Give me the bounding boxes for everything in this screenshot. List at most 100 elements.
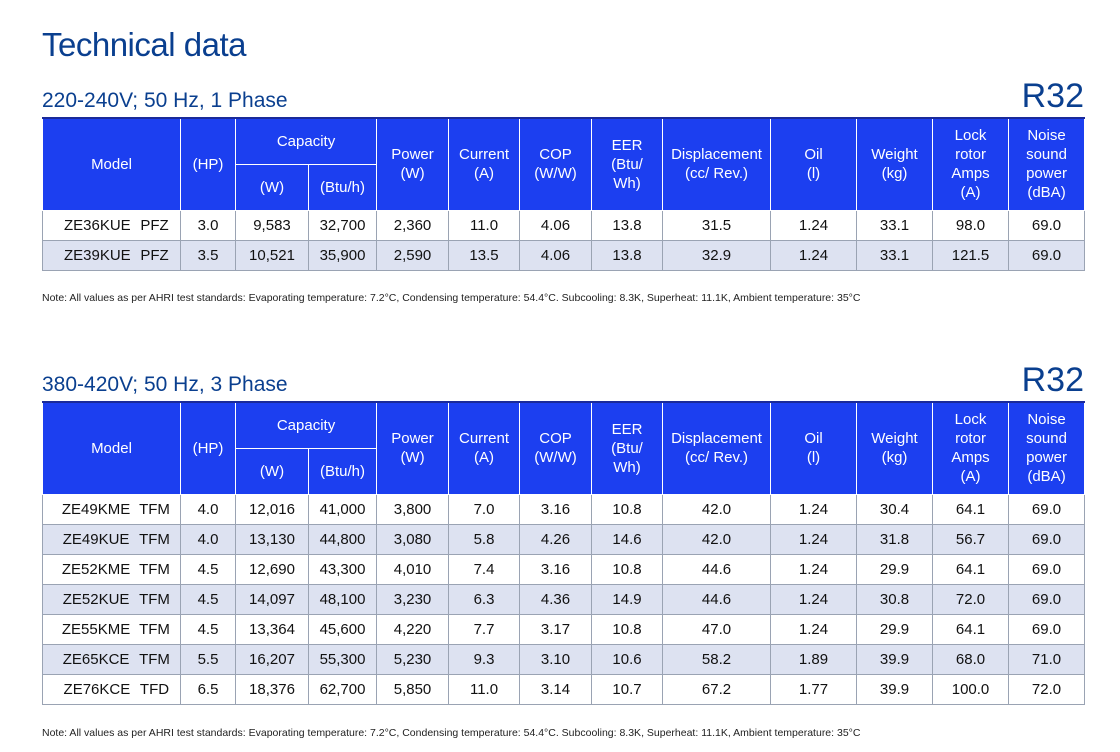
cell-lock-rotor-amps: 64.1 [932, 493, 1010, 525]
cell-current: 7.4 [448, 553, 521, 585]
cell-displacement: 42.0 [662, 493, 772, 525]
cell-lock-rotor-amps: 121.5 [932, 239, 1010, 271]
header-line: (A) [960, 468, 981, 486]
cell-power: 3,080 [376, 523, 450, 555]
cell-lock-rotor-amps: 100.0 [932, 673, 1010, 705]
cell-eer: 14.9 [591, 583, 664, 615]
model-suffix: TFM [139, 590, 170, 608]
cell-capacity-w: 9,583 [235, 209, 309, 241]
model-suffix: TFM [139, 500, 170, 518]
header-weight: Weight (kg) [856, 401, 934, 495]
cell-cop: 3.17 [519, 613, 593, 645]
header-capacity-w: (W) [235, 447, 309, 495]
header-cop: COP (W/W) [519, 117, 593, 211]
cell-power: 3,230 [376, 583, 450, 615]
cell-weight: 29.9 [856, 553, 934, 585]
cell-model: ZE49KUE TFM [42, 523, 181, 555]
cell-model: ZE76KCE TFD [42, 673, 181, 705]
model-suffix: TFM [139, 530, 170, 548]
header-line: (cc/ Rev.) [684, 165, 749, 183]
header-displacement: Displacement (cc/ Rev.) [662, 401, 772, 495]
cell-oil: 1.24 [770, 209, 858, 241]
cell-cop: 4.06 [519, 209, 593, 241]
footnote: Note: All values as per AHRI test standa… [42, 727, 861, 739]
cell-power: 2,360 [376, 209, 450, 241]
cell-displacement: 67.2 [662, 673, 772, 705]
header-line: (A) [474, 449, 495, 467]
header-line: Current [459, 430, 510, 448]
model-suffix: TFM [139, 560, 170, 578]
cell-weight: 33.1 [856, 239, 934, 271]
header-line: Displacement [671, 430, 762, 448]
header-line: EER [611, 420, 643, 438]
cell-oil: 1.24 [770, 523, 858, 555]
header-capacity-w: (W) [235, 163, 309, 211]
model-suffix: PFZ [140, 216, 169, 234]
header-line: (dBA) [1027, 184, 1066, 202]
cell-lock-rotor-amps: 98.0 [932, 209, 1010, 241]
cell-displacement: 58.2 [662, 643, 772, 675]
cell-oil: 1.24 [770, 239, 858, 271]
cell-cop: 3.16 [519, 553, 593, 585]
cell-current: 11.0 [448, 673, 521, 705]
cell-power: 2,590 [376, 239, 450, 271]
header-line: power [1026, 449, 1067, 467]
header-line: (A) [960, 184, 981, 202]
cell-model: ZE49KME TFM [42, 493, 181, 525]
cell-noise: 71.0 [1008, 643, 1086, 675]
cell-oil: 1.24 [770, 583, 858, 615]
header-hp: (HP) [180, 117, 236, 211]
header-line: Oil [804, 146, 823, 164]
model-code: ZE52KME [61, 560, 131, 578]
cell-hp: 3.0 [180, 209, 236, 241]
header-line: Noise [1027, 411, 1066, 429]
header-capacity: Capacity [234, 401, 378, 449]
cell-current: 9.3 [448, 643, 521, 675]
header-line: rotor [955, 146, 986, 164]
cell-eer: 10.6 [591, 643, 664, 675]
header-capacity-btu: (Btu/h) [307, 163, 378, 211]
table-row: ZE39KUE PFZ 3.5 10,521 35,900 2,590 13.5 4.06 13… [42, 239, 1086, 271]
cell-noise: 72.0 [1008, 673, 1086, 705]
cell-eer: 10.8 [591, 613, 664, 645]
header-power: Power (W) [376, 401, 450, 495]
cell-capacity-w: 12,690 [235, 553, 309, 585]
cell-lock-rotor-amps: 72.0 [932, 583, 1010, 615]
cell-capacity-btu: 35,900 [307, 239, 378, 271]
header-line: Amps [951, 449, 990, 467]
cell-hp: 4.0 [180, 493, 236, 525]
cell-hp: 4.5 [180, 613, 236, 645]
spec-table-3phase: Model (HP) Capacity Power (W) Current (A) … [42, 401, 1086, 705]
cell-hp: 4.0 [180, 523, 236, 555]
cell-capacity-w: 13,130 [235, 523, 309, 555]
header-hp: (HP) [180, 401, 236, 495]
table-row: ZE65KCE TFM 5.5 16,207 55,300 5,230 9.3 3.10 10.… [42, 643, 1086, 675]
cell-current: 7.0 [448, 493, 521, 525]
table-row: ZE49KME TFM 4.0 12,016 41,000 3,800 7.0 3.16 10.… [42, 493, 1086, 525]
header-lock-rotor: Lock rotor Amps (A) [932, 401, 1010, 495]
header-weight: Weight (kg) [856, 117, 934, 211]
cell-displacement: 42.0 [662, 523, 772, 555]
model-suffix: TFD [139, 680, 170, 698]
table-row: ZE76KCE TFD 6.5 18,376 62,700 5,850 11.0 3.14 10… [42, 673, 1086, 705]
header-eer: EER (Btu/Wh) [591, 401, 664, 495]
cell-model: ZE55KME TFM [42, 613, 181, 645]
table-row: ZE52KME TFM 4.5 12,690 43,300 4,010 7.4 3.16 10.… [42, 553, 1086, 585]
header-line: (W) [400, 449, 425, 467]
header-line: Lock [954, 127, 987, 145]
section-header-1phase: 220-240V; 50 Hz, 1 Phase R32 [42, 74, 1084, 115]
cell-hp: 4.5 [180, 583, 236, 615]
cell-weight: 29.9 [856, 613, 934, 645]
cell-capacity-btu: 43,300 [307, 553, 378, 585]
cell-oil: 1.24 [770, 553, 858, 585]
header-line: (A) [474, 165, 495, 183]
header-line: (Btu/ [611, 439, 643, 457]
cell-capacity-w: 10,521 [235, 239, 309, 271]
header-line: COP [539, 430, 572, 448]
header-line: Wh) [613, 458, 641, 476]
model-code: ZE49KUE [62, 530, 130, 548]
header-model: Model [42, 401, 181, 495]
header-oil: Oil (l) [770, 117, 858, 211]
cell-capacity-btu: 44,800 [307, 523, 378, 555]
spec-table-1phase: Model (HP) Capacity Power (W) Current (A) … [42, 117, 1086, 271]
